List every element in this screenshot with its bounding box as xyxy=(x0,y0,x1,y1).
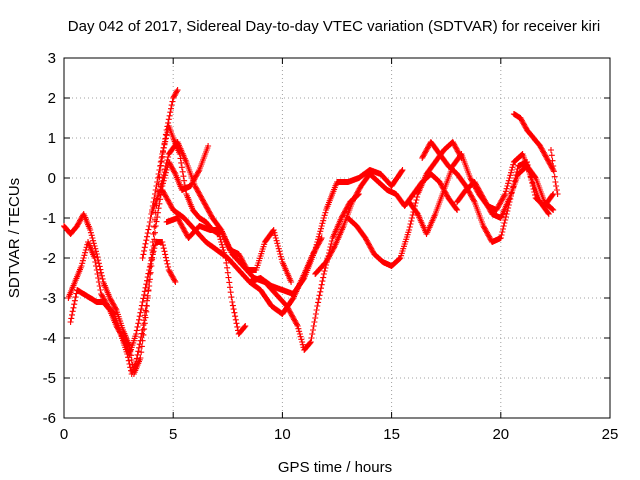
y-tick-label: -4 xyxy=(43,330,56,347)
plus-markers xyxy=(148,139,295,285)
series-track-7 xyxy=(163,191,362,353)
y-tick-label: 1 xyxy=(48,130,56,147)
plus-markers xyxy=(510,111,557,173)
plus-markers xyxy=(163,191,362,353)
y-tick-label: -5 xyxy=(43,370,56,387)
plus-markers xyxy=(454,163,557,221)
x-tick-label: 0 xyxy=(60,426,68,443)
series-track-8 xyxy=(246,167,406,297)
data-points xyxy=(61,87,561,377)
x-tick-label: 20 xyxy=(492,426,509,443)
x-tick-label: 5 xyxy=(169,426,177,443)
series-track-12 xyxy=(419,139,557,245)
series-track-15 xyxy=(548,147,561,197)
grid-lines xyxy=(64,58,610,418)
y-tick-label: 3 xyxy=(48,50,56,67)
y-tick-label: 2 xyxy=(48,90,56,107)
y-tick-label: 0 xyxy=(48,170,56,187)
axis-ticks: 0 5 10 15 20 25 -6 -5 -4 -3 -2 -1 0 1 2 3 xyxy=(43,50,619,443)
y-tick-label: -3 xyxy=(43,290,56,307)
y-tick-label: -1 xyxy=(43,210,56,227)
series-track-5 xyxy=(148,139,295,285)
y-tick-label: -2 xyxy=(43,250,56,267)
plus-markers xyxy=(419,139,557,245)
plus-markers xyxy=(548,147,561,197)
y-tick-label: -6 xyxy=(43,410,56,427)
plot-frame xyxy=(63,57,611,419)
x-axis-label: GPS time / hours xyxy=(278,459,392,476)
series-track-10 xyxy=(344,139,465,269)
chart-title: Day 042 of 2017, Sidereal Day-to-day VTE… xyxy=(68,18,600,35)
series-track-3 xyxy=(67,239,179,357)
y-axis-label: SDTVAR / TECUs xyxy=(6,178,23,298)
series-track-13 xyxy=(454,163,557,221)
plus-markers xyxy=(246,167,406,297)
plus-markers xyxy=(67,239,179,357)
x-tick-label: 15 xyxy=(383,426,400,443)
series-track-14 xyxy=(510,111,557,173)
plus-markers xyxy=(344,139,465,269)
x-tick-label: 25 xyxy=(602,426,619,443)
x-tick-label: 10 xyxy=(274,426,291,443)
